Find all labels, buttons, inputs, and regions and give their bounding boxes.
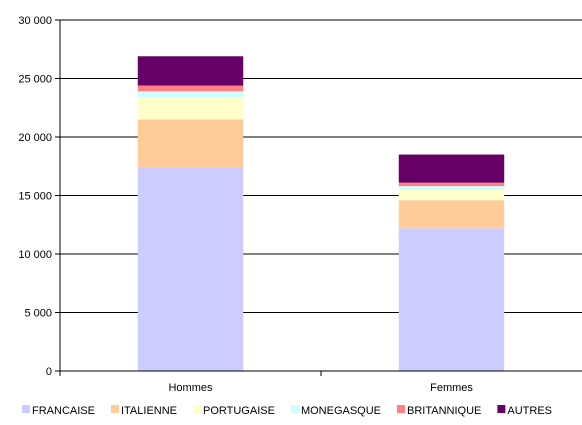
y-tick-label: 20 000 (18, 132, 52, 144)
legend-swatch (193, 405, 201, 413)
x-axis-ticks: Hommes Femmes (59, 371, 473, 394)
bar-segment (398, 200, 505, 229)
bar-segment (137, 97, 244, 120)
bar-segment (398, 182, 505, 187)
bar-segment (137, 91, 244, 98)
legend-label: FRANCAISE (32, 405, 95, 417)
legend-label: MONEGASQUE (301, 405, 381, 417)
x-tick-label: Hommes (168, 382, 213, 394)
x-tick-label: Femmes (430, 382, 473, 394)
bar-segment (398, 228, 505, 371)
bar-segment (398, 189, 505, 201)
legend-label: BRITANNIQUE (407, 405, 481, 417)
y-tick-label: 25 000 (18, 74, 52, 86)
legend-swatch (22, 405, 30, 413)
legend: FRANCAISE ITALIENNE PORTUGAISE MONEGASQUE BR… (22, 405, 552, 417)
bar-segment (398, 154, 505, 183)
legend-label: ITALIENNE (121, 405, 177, 417)
bar-segment (137, 85, 244, 92)
y-axis-ticks: 0 5 000 10 000 15 000 20 000 25 000 30 000 (18, 15, 60, 378)
y-tick-label: 10 000 (18, 249, 52, 261)
y-tick-label: 30 000 (18, 15, 52, 27)
y-tick-label: 15 000 (18, 191, 52, 203)
y-tick-label: 5 000 (24, 308, 52, 320)
legend-swatch (497, 405, 506, 413)
legend-swatch (110, 405, 119, 413)
bars (137, 56, 505, 371)
legend-label: AUTRES (507, 405, 552, 417)
bar-segment (137, 56, 244, 86)
legend-swatch (290, 405, 299, 413)
bar-segment (137, 167, 244, 371)
y-tick-label: 0 (46, 366, 52, 378)
bar-segment (137, 119, 244, 168)
legend-label: PORTUGAISE (203, 405, 275, 417)
legend-swatch (397, 405, 406, 413)
bar-segment (398, 186, 505, 190)
